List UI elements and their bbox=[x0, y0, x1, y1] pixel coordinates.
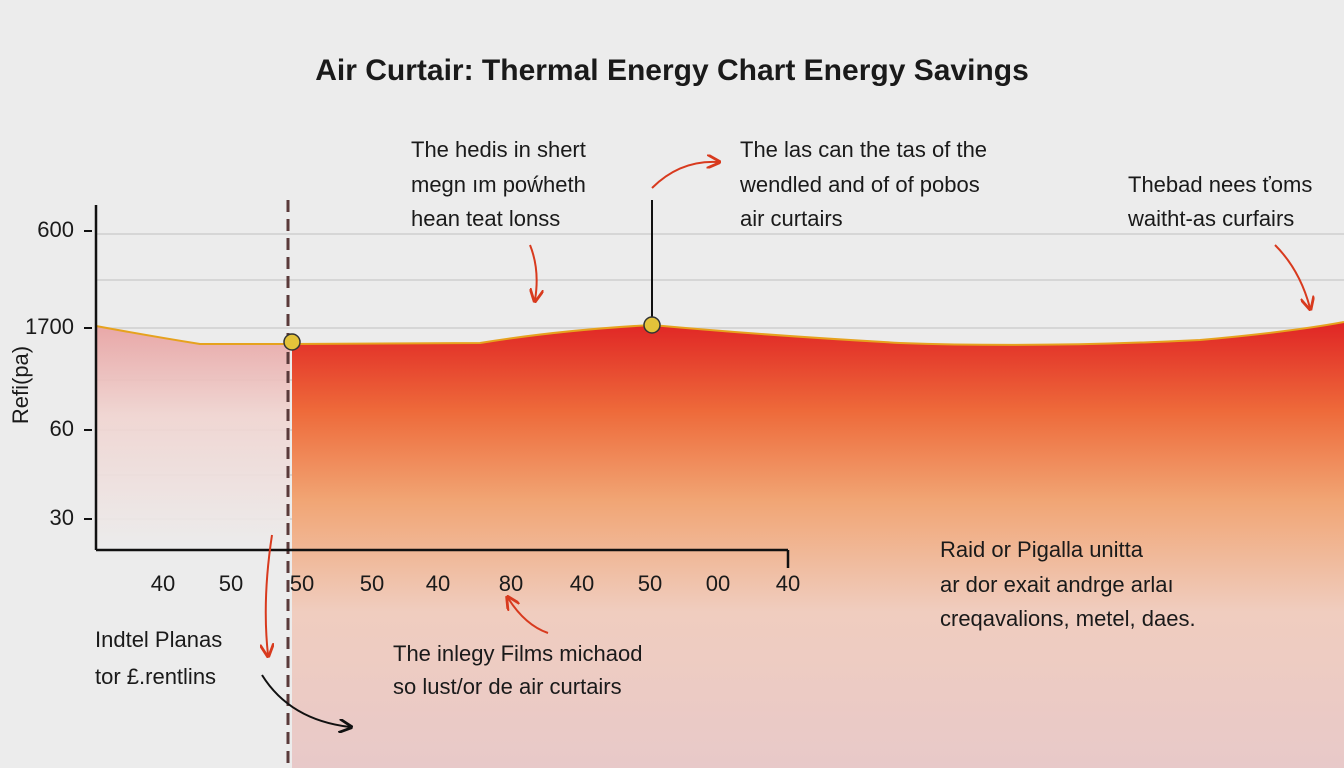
point bbox=[643, 316, 661, 334]
x-tick-label: 40 bbox=[776, 571, 800, 596]
y-tick-label: 600 bbox=[37, 217, 74, 242]
annotation: waitht-as curfairs bbox=[1127, 206, 1294, 231]
area-right bbox=[292, 322, 1344, 768]
arrows bbox=[262, 162, 1310, 727]
annotation: air curtairs bbox=[740, 206, 843, 231]
y-tick-label: 60 bbox=[50, 416, 74, 441]
y-tick-label: 30 bbox=[50, 505, 74, 530]
annotation: so lust/or de air curtairs bbox=[393, 674, 622, 699]
x-tick-label: 40 bbox=[570, 571, 594, 596]
annotation: tor £.rentlins bbox=[95, 664, 216, 689]
annotation: ar dor exait andrge arlaı bbox=[940, 572, 1174, 597]
x-ticks: 40 50 50 50 40 80 40 50 00 40 bbox=[151, 571, 800, 596]
annotation: Thebad nees ťoms bbox=[1128, 172, 1312, 197]
annotations: The hedis in shert megn ım poẃheth hean te… bbox=[95, 137, 1312, 699]
curve bbox=[95, 321, 1344, 346]
annotation: Raid or Pigalla unitta bbox=[940, 537, 1144, 562]
annotation: hean teat lonss bbox=[411, 206, 560, 231]
area-left bbox=[96, 326, 290, 550]
y-axis-label: Refi(pa) bbox=[8, 346, 33, 424]
annotation: The las can the tas of the bbox=[740, 137, 987, 162]
x-tick-label: 50 bbox=[360, 571, 384, 596]
annotation: The inlegy Films michaod bbox=[393, 641, 642, 666]
annotation: Indtel Planas bbox=[95, 627, 222, 652]
x-tick-label: 50 bbox=[638, 571, 662, 596]
annotation: wendled and of of pobos bbox=[739, 172, 980, 197]
y-ticks: 600 1700 60 30 bbox=[25, 217, 92, 530]
annotation: megn ım poẃheth bbox=[411, 172, 586, 197]
annotation: creqavalions, metel, daes. bbox=[940, 606, 1196, 631]
x-tick-label: 50 bbox=[219, 571, 243, 596]
x-tick-label: 00 bbox=[706, 571, 730, 596]
x-tick-label: 40 bbox=[151, 571, 175, 596]
point bbox=[283, 333, 301, 351]
annotation: The hedis in shert bbox=[411, 137, 586, 162]
x-tick-label: 80 bbox=[499, 571, 523, 596]
x-tick-label: 40 bbox=[426, 571, 450, 596]
x-tick-label: 50 bbox=[290, 571, 314, 596]
chart-title: Air Curtair: Thermal Energy Chart Energy… bbox=[315, 54, 1029, 87]
y-tick-label: 1700 bbox=[25, 314, 74, 339]
